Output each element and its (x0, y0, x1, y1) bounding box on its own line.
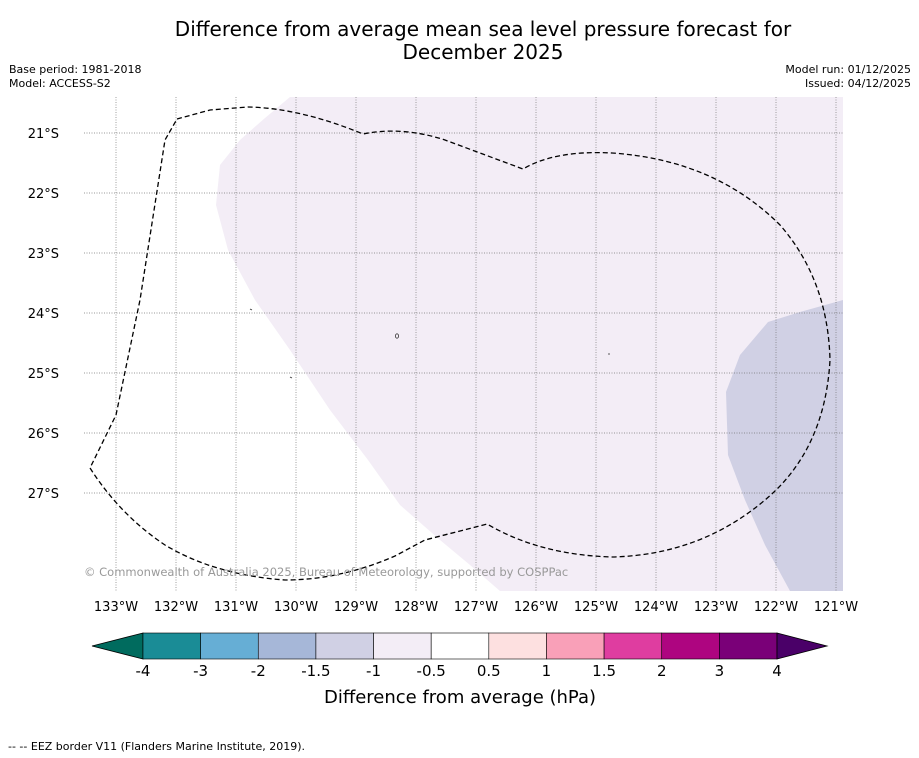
colorbar-over-arrow (776, 632, 829, 660)
map-area: © Commonwealth of Australia 2025, Bureau… (84, 97, 843, 591)
latitude-labels: 21°S 22°S 23°S 24°S 25°S 26°S 27°S (28, 127, 59, 502)
colorbar-segment (603, 632, 663, 660)
colorbar-tick-label: -2 (251, 662, 266, 680)
colorbar-tick-label: 1.5 (592, 662, 616, 680)
colorbar-tick-label: 3 (715, 662, 725, 680)
model-run: Model run: 01/12/2025 (785, 63, 911, 76)
colorbar-tick-label: -0.5 (417, 662, 446, 680)
lon-label: 122°W (754, 600, 798, 615)
colorbar-tick-label: -1 (366, 662, 381, 680)
colorbar (91, 632, 829, 660)
colorbar-segment (719, 632, 778, 660)
colorbar-segment (430, 632, 490, 660)
lat-label: 22°S (28, 187, 59, 202)
eez-border (89, 106, 831, 581)
lon-label: 126°W (514, 600, 558, 615)
colorbar-tick-label: -1.5 (301, 662, 330, 680)
colorbar-tick-label: -3 (193, 662, 208, 680)
gridlines (84, 97, 843, 591)
lon-label: 130°W (274, 600, 318, 615)
anomaly-region-neg1-5 (726, 300, 843, 591)
anomaly-region-neg1 (216, 97, 843, 591)
colorbar-tick-label: 4 (772, 662, 782, 680)
lat-label: 26°S (28, 427, 59, 442)
islands (249, 308, 610, 379)
lat-label: 23°S (28, 247, 59, 262)
colorbar-segment (257, 632, 317, 660)
lon-label: 129°W (334, 600, 378, 615)
copyright-text: © Commonwealth of Australia 2025, Bureau… (84, 565, 568, 579)
lat-label: 25°S (28, 367, 59, 382)
lon-label: 127°W (454, 600, 498, 615)
colorbar-segment (142, 632, 201, 660)
colorbar-tick-label: 0.5 (477, 662, 501, 680)
colorbar-segment (488, 632, 547, 660)
colorbar-tick-labels: -4 -3 -2 -1.5 -1 -0.5 0.5 1 1.5 2 3 4 (136, 662, 782, 680)
base-period: Base period: 1981-2018 (9, 63, 142, 76)
colorbar-segment (200, 632, 259, 660)
colorbar-segment (661, 632, 720, 660)
issued-date: Issued: 04/12/2025 (804, 77, 911, 90)
lat-label: 27°S (28, 487, 59, 502)
lon-label: 121°W (814, 600, 858, 615)
colorbar-segment (315, 632, 374, 660)
lon-label: 123°W (694, 600, 738, 615)
colorbar-tick-label: 1 (542, 662, 552, 680)
lon-label: 128°W (394, 600, 438, 615)
lon-label: 125°W (574, 600, 618, 615)
title-line-2: December 2025 (402, 40, 564, 64)
colorbar-under-arrow (91, 632, 144, 660)
colorbar-label: Difference from average (hPa) (324, 687, 596, 708)
title-line-1: Difference from average mean sea level p… (174, 17, 792, 41)
colorbar-segment (546, 632, 605, 660)
chart-title: Difference from average mean sea level p… (0, 18, 919, 64)
meta-left: Base period: 1981-2018 Model: ACCESS-S2 (9, 63, 141, 91)
lat-label: 24°S (28, 307, 59, 322)
colorbar-tick-label: 2 (657, 662, 667, 680)
lon-label: 132°W (154, 600, 198, 615)
longitude-labels: 133°W 132°W 131°W 130°W 129°W 128°W 127°W 126°W… (94, 600, 858, 615)
lat-label: 21°S (28, 127, 59, 142)
model-name: Model: ACCESS-S2 (9, 77, 111, 90)
colorbar-segment (373, 632, 432, 660)
lon-label: 133°W (94, 600, 138, 615)
lon-label: 131°W (214, 600, 258, 615)
eez-legend: -- -- EEZ border V11 (Flanders Marine In… (8, 740, 306, 753)
lon-label: 124°W (634, 600, 678, 615)
colorbar-tick-label: -4 (136, 662, 151, 680)
meta-right: Model run: 01/12/2025 Issued: 04/12/2025 (785, 63, 911, 91)
